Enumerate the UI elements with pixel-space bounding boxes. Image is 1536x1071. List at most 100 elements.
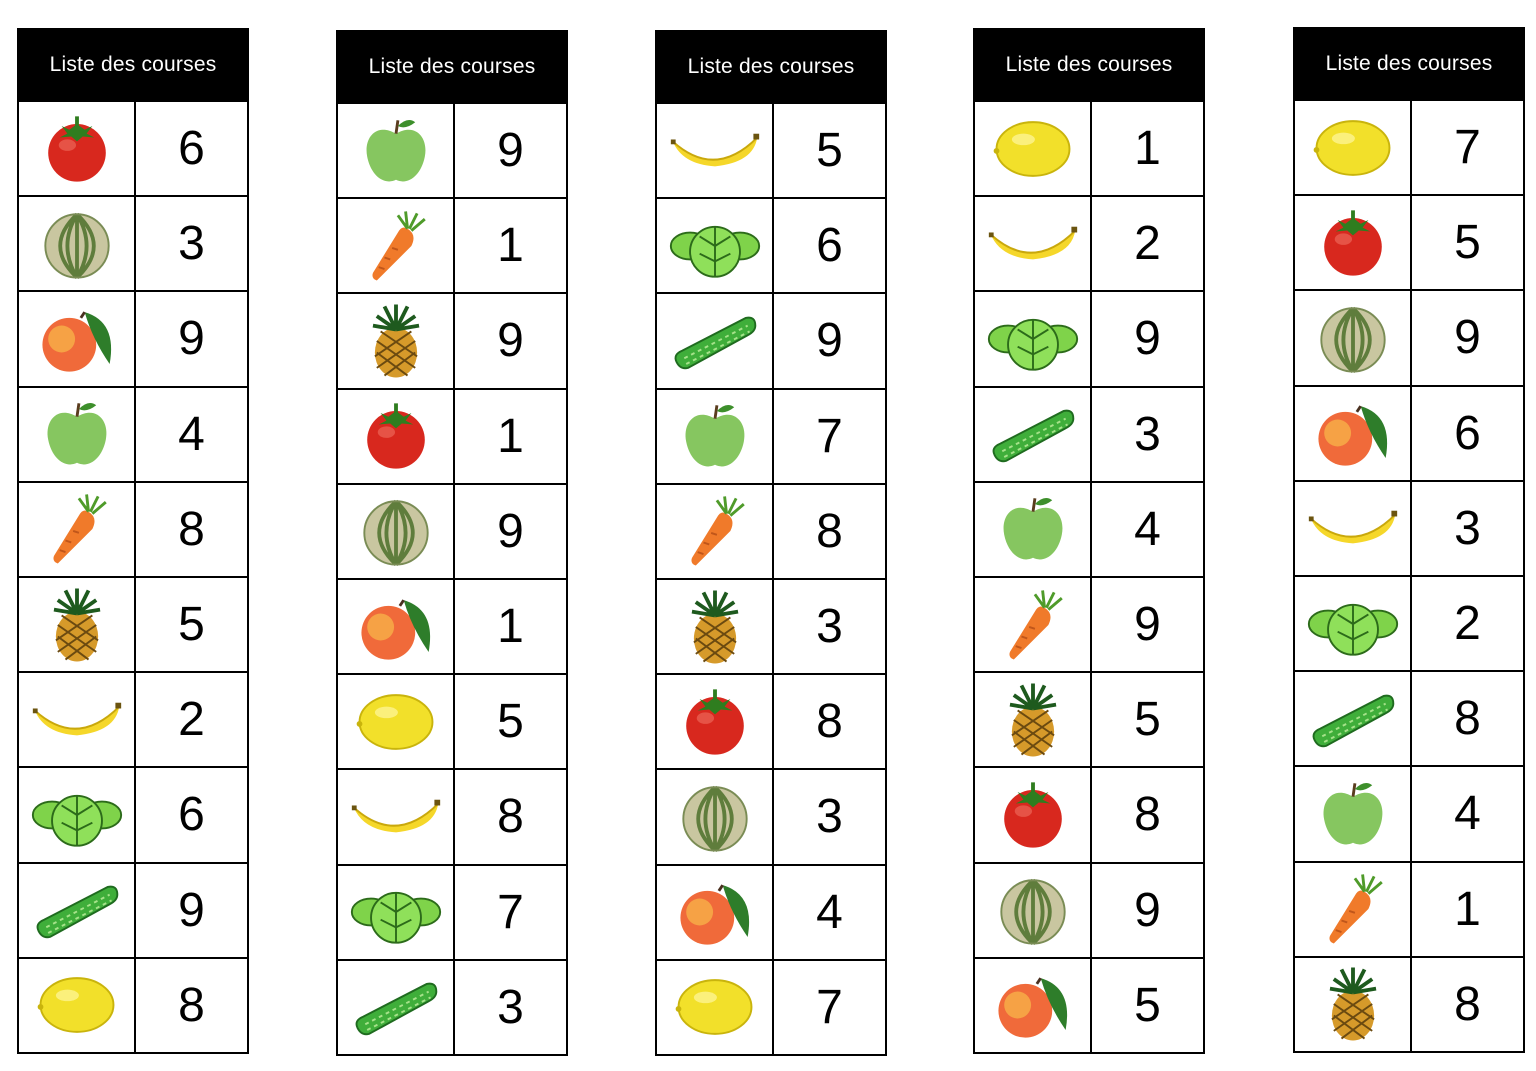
item-quantity: 8 [816,504,843,558]
item-quantity: 9 [1134,312,1161,366]
list-item: 3 [19,195,247,291]
list-item: 2 [19,671,247,767]
item-quantity: 3 [497,980,524,1034]
item-quantity: 1 [1134,122,1161,176]
list-item: 8 [657,673,885,769]
list-item: 9 [1295,289,1523,385]
list-item: 9 [975,861,1203,957]
item-quantity: 2 [1454,597,1481,651]
melon-icon [1295,291,1412,385]
item-quantity: 2 [1134,217,1161,271]
item-quantity: 8 [816,695,843,749]
apple-icon [975,482,1092,576]
item-quantity: 4 [178,407,205,461]
item-quantity: 3 [1134,407,1161,461]
list-item: 4 [657,863,885,959]
peach-icon [657,865,774,959]
list-item: 1 [338,577,566,674]
list-item: 8 [338,768,566,864]
item-quantity: 9 [1134,883,1161,937]
melon-icon [975,863,1092,957]
item-quantity: 2 [178,693,205,747]
peach-icon [19,292,136,386]
cucumber-icon [657,294,774,388]
list-item: 1 [338,197,566,293]
item-quantity: 1 [497,219,524,273]
cucumber-icon [338,960,455,1054]
pineapple-icon [657,579,774,674]
item-quantity: 8 [1134,788,1161,842]
list-item: 9 [657,292,885,388]
banana-icon [19,673,136,767]
list-item: 3 [657,577,885,674]
list-item: 8 [19,956,247,1052]
tomato-icon [975,768,1092,862]
banana-icon [1295,481,1412,575]
list-item: 6 [657,197,885,293]
list-item: 9 [338,102,566,198]
item-quantity: 6 [1454,406,1481,460]
tomato-icon [19,102,136,196]
item-quantity: 6 [816,219,843,273]
list-item: 6 [1295,384,1523,480]
item-quantity: 9 [1454,311,1481,365]
apple-icon [338,104,455,198]
peach-icon [1295,386,1412,480]
list-item: 5 [975,671,1203,767]
list-title: Liste des courses [657,32,885,102]
list-item: 5 [657,102,885,198]
lemon-icon [1295,101,1412,195]
list-item: 1 [338,387,566,483]
list-item: 7 [657,387,885,483]
apple-icon [657,389,774,483]
lettuce-icon [657,199,774,293]
item-quantity: 7 [816,980,843,1034]
carrot-icon [19,482,136,576]
list-item: 9 [975,290,1203,386]
item-quantity: 1 [497,409,524,463]
lemon-icon [338,675,455,769]
list-item: 9 [19,861,247,957]
item-quantity: 7 [1454,121,1481,175]
melon-icon [19,197,136,291]
carrot-icon [338,199,455,293]
list-item: 6 [19,100,247,196]
list-item: 8 [19,480,247,576]
cucumber-icon [1295,672,1412,766]
item-quantity: 6 [178,788,205,842]
item-quantity: 1 [497,600,524,654]
item-quantity: 9 [178,312,205,366]
item-quantity: 3 [178,217,205,271]
list-item: 5 [1295,194,1523,290]
list-item: 5 [19,575,247,672]
cucumber-icon [975,387,1092,481]
lemon-icon [657,960,774,1054]
list-item: 5 [975,956,1203,1052]
list-item: 8 [1295,955,1523,1051]
lettuce-icon [1295,576,1412,671]
list-item: 4 [1295,765,1523,861]
pineapple-icon [975,673,1092,767]
list-item: 2 [975,195,1203,291]
list-item: 7 [657,958,885,1054]
list-item: 6 [19,766,247,862]
item-quantity: 7 [816,409,843,463]
list-item: 9 [975,575,1203,672]
item-quantity: 3 [816,790,843,844]
tomato-icon [657,675,774,769]
cucumber-icon [19,863,136,957]
list-item: 3 [975,385,1203,481]
list-item: 8 [657,482,885,578]
item-quantity: 5 [1454,216,1481,270]
carrot-icon [657,484,774,578]
shopping-list: Liste des courses 9 1 9 1 9 1 5 8 7 3 [336,30,568,1056]
pineapple-icon [1295,957,1412,1051]
list-item: 8 [975,766,1203,862]
list-item: 3 [1295,479,1523,575]
melon-icon [338,484,455,578]
list-title: Liste des courses [1295,29,1523,99]
list-item: 2 [1295,574,1523,671]
list-item: 7 [1295,99,1523,195]
peach-icon [975,958,1092,1052]
list-item: 1 [1295,860,1523,956]
